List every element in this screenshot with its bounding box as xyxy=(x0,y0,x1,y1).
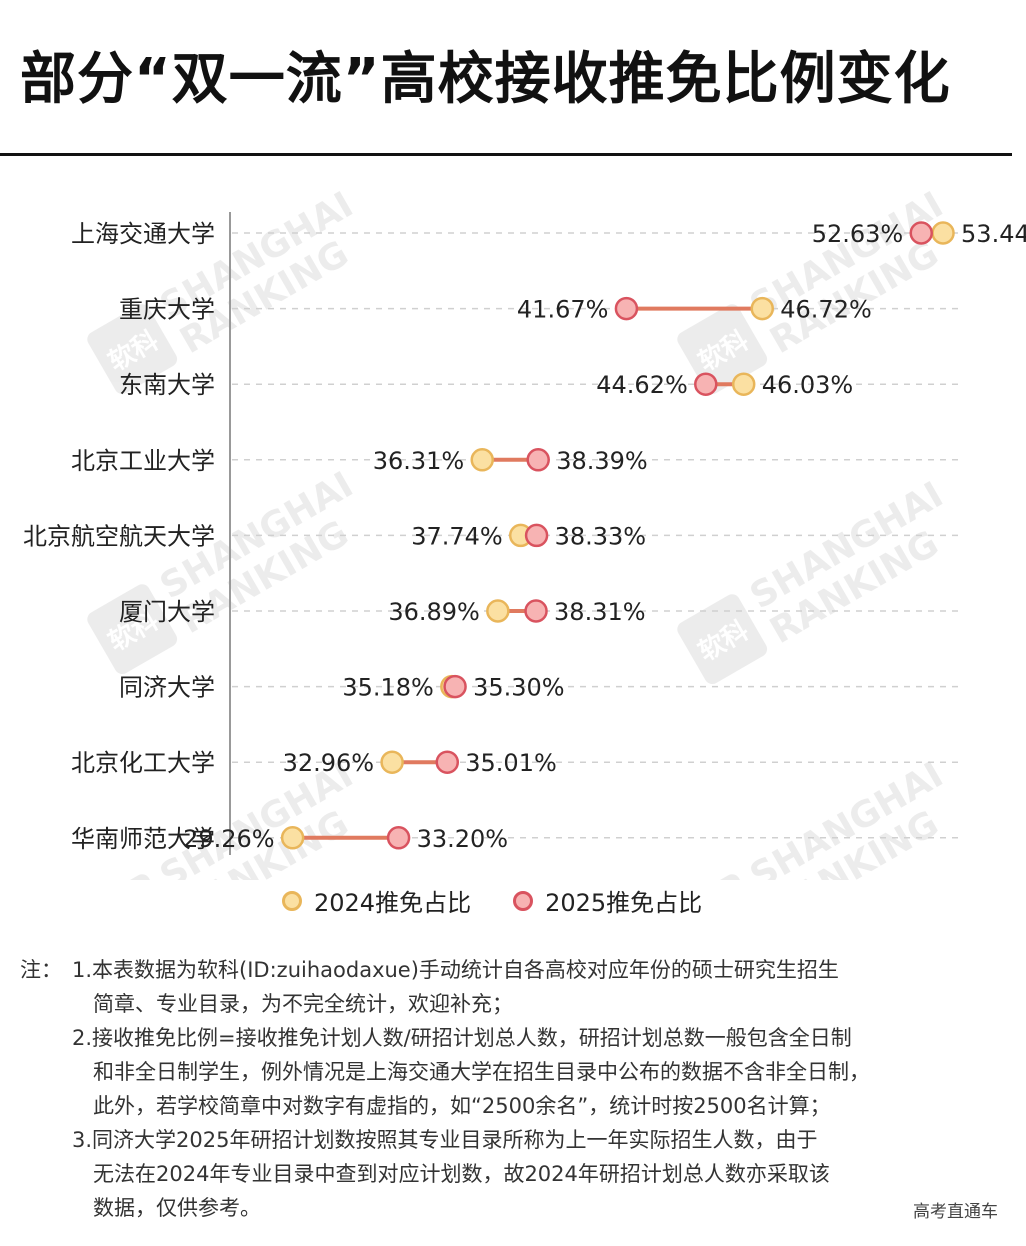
category-label: 北京工业大学 xyxy=(71,447,215,475)
point-2025 xyxy=(386,826,411,850)
point-2024 xyxy=(931,221,955,245)
category-label: 华南师范大学 xyxy=(71,825,215,853)
note-number: 2. xyxy=(72,1026,93,1050)
value-label-2025: 38.33% xyxy=(555,522,647,550)
point-2025 xyxy=(524,523,549,548)
note-line: 和非全日制学生，例外情况是上海交通大学在招生目录中公布的数据不含非全日制， xyxy=(93,1060,870,1084)
point-2025 xyxy=(524,599,548,623)
category-label: 上海交通大学 xyxy=(71,220,215,248)
point-2024 xyxy=(750,296,775,321)
value-label-2024: 46.03% xyxy=(762,371,854,399)
legend-item-2024: 2024推免占比 xyxy=(282,883,471,918)
note-number: 1. xyxy=(72,958,93,982)
category-label: 北京化工大学 xyxy=(71,749,215,777)
watermark-logo-icon xyxy=(87,584,178,675)
source-credit: 高考直通车 xyxy=(913,1202,998,1222)
value-label-2025: 35.30% xyxy=(473,674,565,702)
point-2025 xyxy=(526,448,550,472)
point-2025 xyxy=(909,221,933,245)
note-line: 此外，若学校简章中对数字有虚指的，如“2500余名”，统计时按2500名计算； xyxy=(93,1094,831,1118)
legend-item-2025: 2025推免占比 xyxy=(513,883,702,918)
point-2025 xyxy=(694,372,718,396)
watermark-logo-icon xyxy=(87,304,178,395)
note-item-3: 3.同济大学2025年研招计划数按照其专业目录所称为上一年实际招生人数，由于 无… xyxy=(20,1123,1010,1225)
value-label-2025: 38.31% xyxy=(554,598,646,626)
watermark-logo-icon xyxy=(677,594,768,685)
footnotes: 注： 1.本表数据为软科(ID:zuihaodaxue)手动统计自各高校对应年份… xyxy=(20,953,1010,1225)
note-line: 本表数据为软科(ID:zuihaodaxue)手动统计自各高校对应年份的硕士研究… xyxy=(92,958,839,982)
value-label-2024: 36.89% xyxy=(388,598,480,626)
value-label-2024: 46.72% xyxy=(780,296,872,324)
note-number: 3. xyxy=(72,1128,93,1152)
watermark-logo-icon xyxy=(677,304,768,395)
point-2024 xyxy=(731,372,756,396)
page-title: 部分“双一流”高校接收推免比例变化 xyxy=(20,47,951,112)
category-label: 同济大学 xyxy=(119,674,215,702)
note-line: 无法在2024年专业目录中查到对应计划数，故2024年研招计划总人数亦采取该 xyxy=(93,1162,830,1186)
point-2024 xyxy=(380,750,404,774)
value-label-2024: 29.26% xyxy=(183,825,275,853)
category-label: 重庆大学 xyxy=(119,296,215,324)
value-labels: 52.63% 53.44% 41.67% 46.72% 44.62% 46.03% 36.3… xyxy=(183,220,1026,853)
note-line: 数据，仅供参考。 xyxy=(93,1196,261,1220)
value-label-2024: 32.96% xyxy=(283,749,375,777)
value-label-2025: 33.20% xyxy=(417,825,509,853)
value-label-2024: 37.74% xyxy=(411,522,503,550)
point-2024 xyxy=(280,826,305,850)
note-item-2: 2.接收推免比例=接收推免计划人数/研招计划总人数，研招计划总数一般包含全日制 … xyxy=(20,1021,1010,1123)
value-label-2025: 52.63% xyxy=(812,220,904,248)
category-labels: 上海交通大学重庆大学东南大学北京工业大学北京航空航天大学厦门大学同济大学北京化工… xyxy=(23,220,215,853)
point-2024 xyxy=(470,448,494,472)
legend-marker-2025-icon xyxy=(513,890,534,911)
category-label: 北京航空航天大学 xyxy=(23,522,215,550)
title-divider xyxy=(0,153,1012,156)
note-line: 同济大学2025年研招计划数按照其专业目录所称为上一年实际招生人数，由于 xyxy=(92,1128,818,1152)
value-label-2025: 35.01% xyxy=(465,749,557,777)
category-label: 厦门大学 xyxy=(119,598,215,626)
point-2024 xyxy=(486,599,510,623)
legend-label-2025: 2025推免占比 xyxy=(545,889,703,917)
note-prefix: 注： xyxy=(20,958,62,982)
chart-legend: 2024推免占比 2025推免占比 xyxy=(282,883,702,918)
value-label-2025: 41.67% xyxy=(517,296,609,324)
value-label-2024: 36.31% xyxy=(373,447,465,475)
legend-label-2024: 2024推免占比 xyxy=(314,889,472,917)
value-label-2025: 38.39% xyxy=(556,447,648,475)
note-line: 接收推免比例=接收推免计划人数/研招计划总人数，研招计划总数一般包含全日制 xyxy=(92,1026,852,1050)
note-line: 简章、专业目录，为不完全统计，欢迎补充； xyxy=(93,992,513,1016)
note-item-1: 注： 1.本表数据为软科(ID:zuihaodaxue)手动统计自各高校对应年份… xyxy=(20,953,1010,1021)
value-label-2024: 35.18% xyxy=(342,674,434,702)
data-points xyxy=(280,221,955,850)
value-label-2024: 53.44% xyxy=(961,220,1026,248)
point-2025 xyxy=(443,674,467,699)
category-label: 东南大学 xyxy=(119,371,215,399)
point-2025 xyxy=(614,296,639,321)
point-2025 xyxy=(435,750,460,774)
value-label-2025: 44.62% xyxy=(596,371,688,399)
legend-marker-2024-icon xyxy=(282,890,302,911)
